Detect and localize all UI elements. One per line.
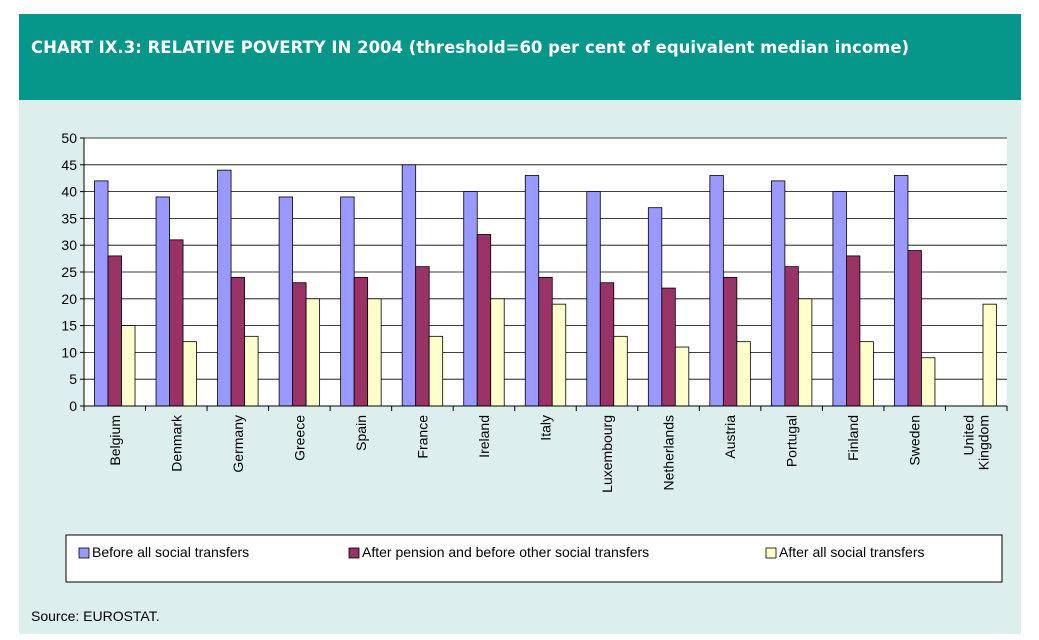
x-tick-label: Ireland xyxy=(476,415,492,458)
bar xyxy=(832,191,847,407)
bar xyxy=(770,180,786,407)
bar xyxy=(367,298,382,407)
bar xyxy=(859,341,874,407)
bar xyxy=(797,298,813,407)
x-tick-label: Italy xyxy=(538,415,554,441)
x-tick-label: UnitedKingdom xyxy=(961,415,992,470)
bar xyxy=(340,196,355,407)
bar xyxy=(107,255,122,407)
bar xyxy=(155,196,170,407)
bar xyxy=(278,196,294,407)
bar xyxy=(599,282,615,407)
bar xyxy=(982,303,997,407)
bar xyxy=(524,175,540,407)
x-tick-label: Portugal xyxy=(784,415,800,467)
bar xyxy=(647,207,663,407)
legend-swatch xyxy=(348,547,360,559)
bar xyxy=(353,276,369,407)
y-tick-label: 15 xyxy=(61,318,77,334)
x-tick-label: Denmark xyxy=(168,414,184,472)
bar xyxy=(490,298,505,407)
chart-title: CHART IX.3: RELATIVE POVERTY IN 2004 (th… xyxy=(31,38,910,57)
bar xyxy=(709,175,724,407)
x-tick-label: Spain xyxy=(353,415,369,451)
chart-panel: CHART IX.3: RELATIVE POVERTY IN 2004 (th… xyxy=(19,14,1021,634)
bar xyxy=(538,276,553,407)
y-tick-label: 35 xyxy=(61,210,77,226)
x-tick-label: Netherlands xyxy=(661,415,677,491)
bar xyxy=(94,180,109,407)
chart-header: CHART IX.3: RELATIVE POVERTY IN 2004 (th… xyxy=(19,14,1021,100)
bar xyxy=(169,239,184,407)
bar xyxy=(121,325,136,407)
bar xyxy=(305,298,321,407)
x-tick-label: Belgium xyxy=(107,415,123,466)
bar xyxy=(476,234,492,407)
y-tick-label: 30 xyxy=(61,237,77,253)
bar xyxy=(586,191,601,407)
x-tick-label: Luxembourg xyxy=(599,415,615,493)
bar xyxy=(722,276,738,407)
y-tick-label: 5 xyxy=(69,371,77,387)
bar xyxy=(217,169,232,407)
bar xyxy=(244,335,259,407)
bar xyxy=(894,175,909,407)
bar xyxy=(230,276,245,407)
bar xyxy=(784,266,799,407)
y-tick-label: 50 xyxy=(61,130,77,146)
legend-label: Before all social transfers xyxy=(92,544,249,560)
bar xyxy=(921,357,936,407)
y-tick-label: 45 xyxy=(61,157,77,173)
bar xyxy=(415,266,430,407)
bar xyxy=(551,303,567,407)
y-tick-label: 10 xyxy=(61,344,77,360)
legend-label: After pension and before other social tr… xyxy=(362,544,649,560)
bar xyxy=(907,250,922,407)
bar xyxy=(613,335,628,407)
legend-swatch xyxy=(765,547,777,559)
x-tick-label: Sweden xyxy=(907,415,923,466)
bar xyxy=(401,164,417,407)
bar xyxy=(661,287,676,407)
bar xyxy=(674,346,690,407)
x-tick-label: France xyxy=(414,415,430,459)
y-tick-label: 40 xyxy=(61,184,77,200)
source-note: Source: EUROSTAT. xyxy=(31,608,160,624)
bar xyxy=(846,255,861,407)
bar xyxy=(182,341,197,407)
bar xyxy=(463,191,478,407)
bar xyxy=(736,341,751,407)
y-tick-label: 25 xyxy=(61,264,77,280)
y-tick-label: 0 xyxy=(69,398,77,414)
bar-chart: 0 5 10 15 20 25 30 35 40 45 50 Belgium Denmark German… xyxy=(61,130,1008,583)
y-tick-label: 20 xyxy=(61,291,77,307)
x-tick-label: Greece xyxy=(291,415,307,461)
x-tick-label: Finland xyxy=(845,415,861,461)
bar xyxy=(292,282,307,407)
legend-label: After all social transfers xyxy=(779,544,925,560)
legend-box xyxy=(65,534,1003,583)
x-tick-label: Germany xyxy=(230,415,246,473)
x-tick-label: Austria xyxy=(722,415,738,459)
bar xyxy=(428,335,444,407)
legend-swatch xyxy=(78,547,90,559)
